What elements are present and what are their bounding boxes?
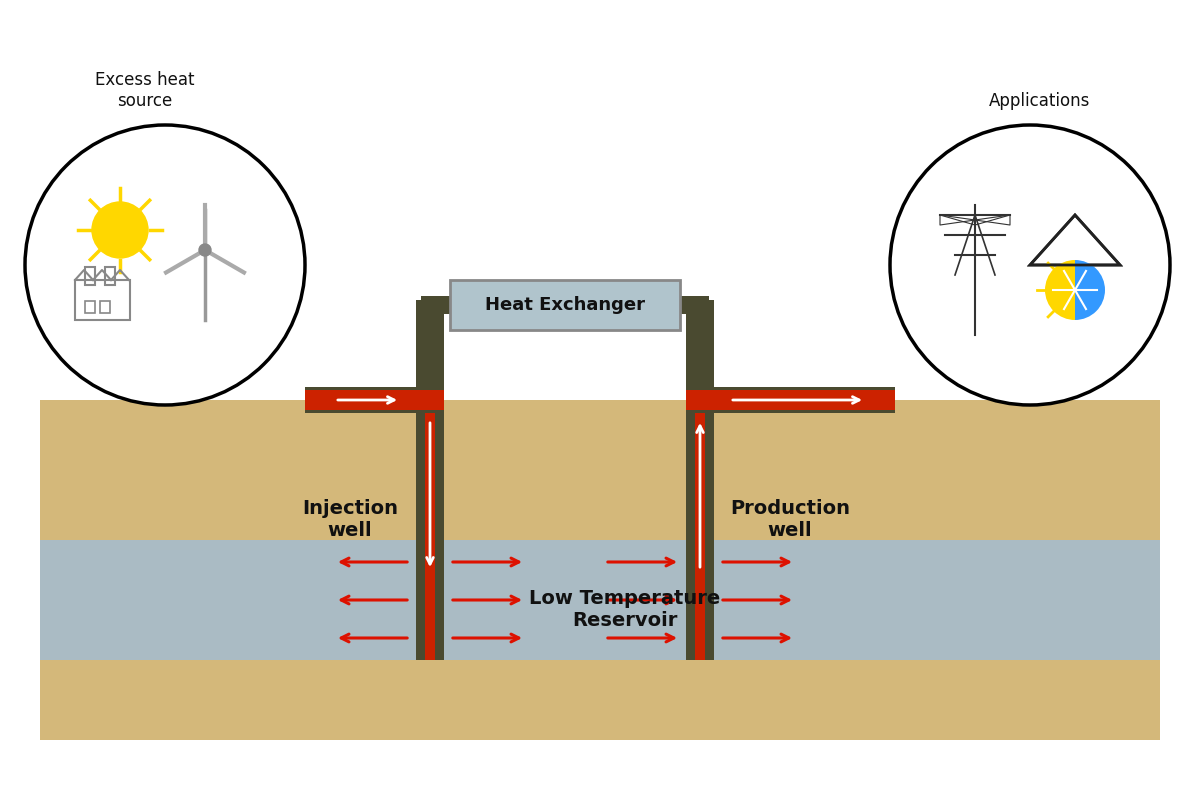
Text: Heat Exchanger: Heat Exchanger [485, 296, 646, 314]
Circle shape [890, 125, 1170, 405]
Bar [425, 300, 436, 660]
Bar [695, 300, 706, 660]
Bar [305, 387, 444, 413]
Text: Applications: Applications [989, 92, 1091, 110]
Bar [691, 305, 709, 400]
Bar [680, 296, 709, 314]
Bar [74, 280, 130, 320]
Text: Injection
well: Injection well [302, 499, 398, 541]
Bar [686, 387, 895, 413]
Bar [305, 390, 444, 410]
Text: Production
well: Production well [730, 499, 850, 541]
Bar [85, 267, 95, 285]
Bar [416, 300, 444, 660]
Bar [686, 300, 714, 660]
Bar [450, 280, 680, 330]
Circle shape [199, 244, 211, 256]
Bar [100, 301, 110, 313]
Bar [106, 267, 115, 285]
Circle shape [25, 125, 305, 405]
Wedge shape [1075, 260, 1105, 320]
Bar [1030, 265, 1120, 320]
Bar [421, 296, 450, 314]
Text: Excess heat
source: Excess heat source [95, 71, 194, 110]
Bar [421, 305, 439, 400]
Wedge shape [1045, 260, 1075, 320]
Bar [686, 390, 895, 410]
Bar [40, 400, 1160, 740]
Bar [85, 301, 95, 313]
Bar [40, 540, 1160, 660]
Circle shape [92, 202, 148, 258]
Text: Low Temperature
Reservoir: Low Temperature Reservoir [529, 590, 721, 630]
